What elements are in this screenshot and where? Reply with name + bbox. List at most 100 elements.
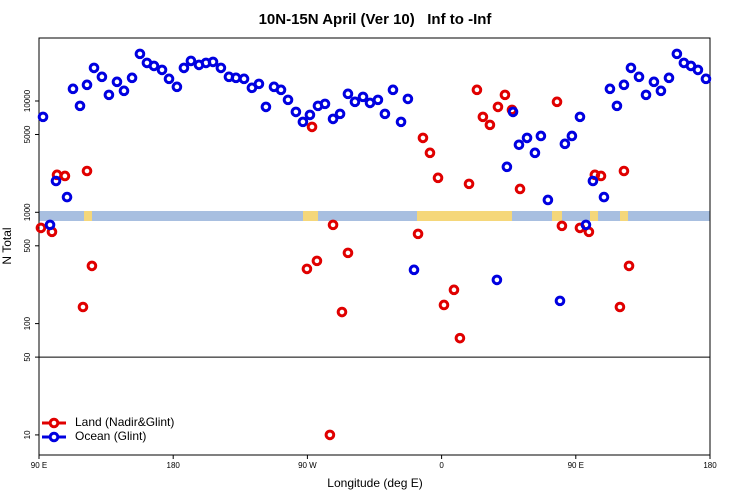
data-point <box>655 85 667 97</box>
data-point <box>700 73 712 85</box>
x-tick-label: 180 <box>167 461 181 470</box>
data-point <box>215 62 227 74</box>
data-point <box>81 165 93 177</box>
y-tick-label: 100 <box>23 316 32 330</box>
data-point <box>148 60 160 72</box>
data-point <box>618 79 630 91</box>
data-point <box>671 48 683 60</box>
data-point <box>387 84 399 96</box>
data-point <box>238 73 250 85</box>
data-point <box>551 96 563 108</box>
data-point <box>77 301 89 313</box>
data-point <box>692 64 704 76</box>
data-point <box>417 132 429 144</box>
data-point <box>171 81 183 93</box>
data-point <box>438 299 450 311</box>
data-point <box>507 106 519 118</box>
data-point <box>134 48 146 60</box>
data-point <box>35 222 47 234</box>
data-point <box>74 100 86 112</box>
data-point <box>614 301 626 313</box>
data-point <box>587 175 599 187</box>
data-point <box>185 55 197 67</box>
data-point <box>126 72 138 84</box>
data-point <box>372 94 384 106</box>
data-point <box>402 93 414 105</box>
data-point <box>395 116 407 128</box>
data-point <box>618 165 630 177</box>
data-point <box>542 194 554 206</box>
x-tick-label: 90 E <box>31 461 47 470</box>
data-point <box>492 101 504 113</box>
data-point <box>67 83 79 95</box>
data-point <box>61 191 73 203</box>
data-point <box>306 121 318 133</box>
data-point <box>556 220 568 232</box>
x-tick-label: 90 W <box>298 461 317 470</box>
y-axis-label: N Total <box>0 227 14 264</box>
data-point <box>640 89 652 101</box>
data-point <box>81 79 93 91</box>
data-point <box>156 64 168 76</box>
data-point <box>230 72 242 84</box>
data-point <box>499 89 511 101</box>
data-point <box>163 73 175 85</box>
data-point <box>336 306 348 318</box>
legend-marker <box>48 417 60 429</box>
data-point <box>625 62 637 74</box>
data-point <box>604 83 616 95</box>
data-point <box>178 62 190 74</box>
data-point <box>484 119 496 131</box>
data-point <box>290 106 302 118</box>
map-strip <box>39 211 710 221</box>
data-point <box>648 76 660 88</box>
data-point <box>566 130 578 142</box>
data-point <box>454 332 466 344</box>
data-point <box>342 247 354 259</box>
data-point <box>37 111 49 123</box>
data-point <box>311 255 323 267</box>
data-point <box>207 56 219 68</box>
data-point <box>349 96 361 108</box>
data-point <box>471 84 483 96</box>
data-point <box>327 113 339 125</box>
data-point <box>663 72 675 84</box>
data-point <box>448 284 460 296</box>
data-point <box>96 71 108 83</box>
y-tick-label: 5000 <box>23 125 32 143</box>
data-point <box>412 228 424 240</box>
y-tick-label: 50 <box>23 352 32 361</box>
data-point <box>357 91 369 103</box>
data-point <box>319 98 331 110</box>
data-point <box>595 170 607 182</box>
chart-title: 10N-15N April (Ver 10) Inf to -Inf <box>259 11 493 28</box>
data-point <box>260 101 272 113</box>
data-point <box>327 219 339 231</box>
data-point <box>301 263 313 275</box>
data-point <box>574 111 586 123</box>
data-point <box>580 219 592 231</box>
legend-label: Ocean (Glint) <box>75 429 146 443</box>
data-point <box>463 178 475 190</box>
y-tick-label: 10000 <box>23 89 32 112</box>
data-point <box>44 219 56 231</box>
data-point <box>633 71 645 83</box>
y-tick-label: 10 <box>23 430 32 439</box>
legend-label: Land (Nadir&Glint) <box>75 415 174 429</box>
data-point <box>559 138 571 150</box>
data-point <box>304 109 316 121</box>
data-point <box>424 147 436 159</box>
data-point <box>623 260 635 272</box>
data-point <box>103 89 115 101</box>
data-point <box>297 116 309 128</box>
data-point <box>535 130 547 142</box>
data-point <box>408 264 420 276</box>
data-point <box>275 84 287 96</box>
data-point <box>334 108 346 120</box>
plot-frame <box>38 37 711 456</box>
x-tick-label: 0 <box>439 461 444 470</box>
data-point <box>88 62 100 74</box>
x-axis-label: Longitude (deg E) <box>327 476 422 490</box>
data-point <box>432 172 444 184</box>
